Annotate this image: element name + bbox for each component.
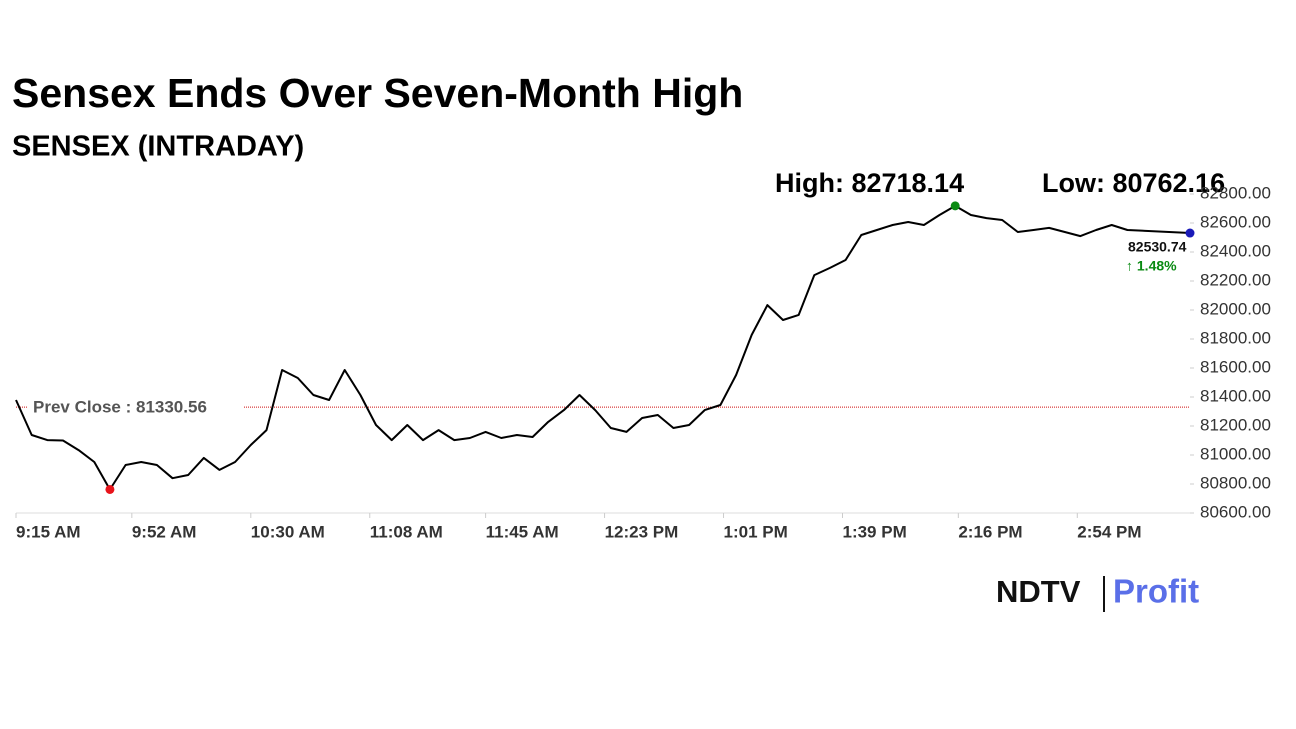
prev-close-bg xyxy=(28,395,243,418)
x-tick-label: 9:52 AM xyxy=(132,522,197,541)
high-marker xyxy=(950,201,960,211)
y-tick-label: 81600.00 xyxy=(1200,357,1271,376)
y-tick-label: 81800.00 xyxy=(1200,328,1271,347)
logo-ndtv: NDTV xyxy=(996,574,1081,609)
x-tick-label: 11:08 AM xyxy=(370,522,443,541)
last-value-label: 82530.74 xyxy=(1128,239,1187,255)
x-tick-label: 2:54 PM xyxy=(1077,522,1141,541)
low-marker xyxy=(105,484,115,494)
x-tick-label: 10:30 AM xyxy=(251,522,325,541)
x-tick-label: 9:15 AM xyxy=(16,522,81,541)
low-label: Low: 80762.16 xyxy=(1042,168,1225,198)
y-tick-label: 80800.00 xyxy=(1200,473,1271,492)
y-tick-label: 82200.00 xyxy=(1200,270,1271,289)
chart-subtitle: SENSEX (INTRADAY) xyxy=(12,131,304,163)
x-tick-label: 1:39 PM xyxy=(842,522,906,541)
y-tick-label: 82800.00 xyxy=(1200,183,1271,202)
chart-title: Sensex Ends Over Seven-Month High xyxy=(12,70,743,116)
y-tick-label: 82000.00 xyxy=(1200,299,1271,318)
x-tick-label: 1:01 PM xyxy=(724,522,788,541)
y-tick-label: 82400.00 xyxy=(1200,241,1271,260)
price-line xyxy=(15,204,1191,491)
y-tick-label: 82600.00 xyxy=(1200,212,1271,231)
y-tick-label: 81000.00 xyxy=(1200,444,1271,463)
x-tick-label: 2:16 PM xyxy=(958,522,1022,541)
y-tick-label: 81400.00 xyxy=(1200,386,1271,405)
y-tick-label: 80600.00 xyxy=(1200,502,1271,521)
x-tick-label: 12:23 PM xyxy=(605,522,679,541)
high-label: High: 82718.14 xyxy=(775,168,964,198)
change-label: ↑ 1.48% xyxy=(1126,258,1177,274)
y-tick-label: 81200.00 xyxy=(1200,415,1271,434)
logo-profit: Profit xyxy=(1113,573,1199,610)
last-marker xyxy=(1185,228,1195,238)
prev-close-label: Prev Close : 81330.56 xyxy=(33,398,207,417)
x-tick-label: 11:45 AM xyxy=(486,522,559,541)
